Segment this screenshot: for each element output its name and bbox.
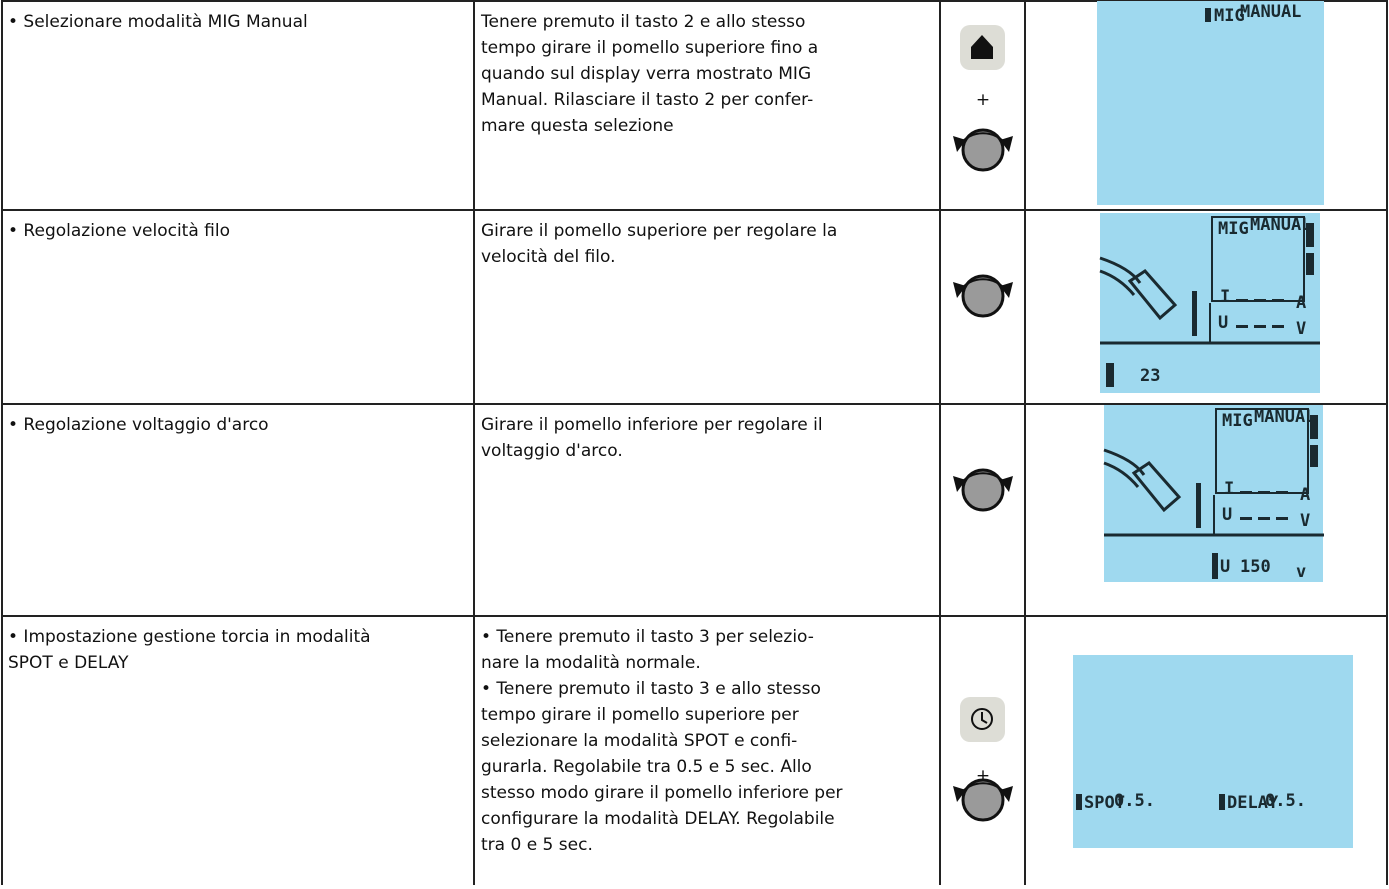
clock-hands xyxy=(981,712,988,724)
arrow-head xyxy=(953,282,966,298)
lcd-text: U xyxy=(1222,505,1232,525)
knob xyxy=(961,778,1005,822)
lcd-text: v xyxy=(1296,562,1306,582)
lcd-screen xyxy=(1073,655,1353,848)
arrow-head xyxy=(1000,136,1013,152)
instruction-text: stesso modo girare il pomello inferiore … xyxy=(481,783,843,803)
lcd-dash xyxy=(1240,491,1252,494)
lcd-text: A xyxy=(1296,293,1306,313)
lcd-dash xyxy=(1272,299,1284,302)
lcd-bar xyxy=(1306,253,1314,275)
arrow-head xyxy=(953,136,966,152)
lcd-text: MIG xyxy=(1222,411,1253,431)
lcd-dash xyxy=(1254,325,1266,328)
lcd-dash xyxy=(1276,491,1288,494)
lcd-text: 23 xyxy=(1140,366,1160,386)
lcd-dash xyxy=(1236,299,1248,302)
lcd-text: U xyxy=(1220,557,1230,577)
lcd-text: I xyxy=(1220,287,1230,307)
lcd-text: V xyxy=(1296,319,1306,339)
lcd-bar xyxy=(1196,483,1201,528)
lcd-bar xyxy=(1310,445,1318,467)
torch xyxy=(1099,256,1178,321)
home-icon xyxy=(971,35,993,59)
clock-icon xyxy=(971,708,993,730)
arrow-head xyxy=(953,476,966,492)
lcd-text: MIG xyxy=(1218,219,1249,239)
lcd-dash xyxy=(1254,299,1266,302)
knob xyxy=(961,128,1005,172)
instruction-text: tempo girare il pomello superiore fino a xyxy=(481,38,818,58)
lcd-indicator xyxy=(1219,794,1225,810)
lcd-indicator xyxy=(1205,8,1211,22)
lcd-bar xyxy=(1192,291,1197,336)
torch xyxy=(1103,448,1182,513)
lcd-text: 0.5. xyxy=(1265,791,1306,811)
lcd-display: MIG MANUAL IU AV 23 xyxy=(1099,213,1320,393)
instruction-text: Manual. Rilasciare il tasto 2 per confer… xyxy=(481,90,813,110)
lcd-dash xyxy=(1272,325,1284,328)
lcd-text: I xyxy=(1224,479,1234,499)
task-text: • Selezionare modalità MIG Manual xyxy=(8,12,308,32)
lcd-text: SPOT xyxy=(1084,793,1125,813)
lcd-text: MANUAL xyxy=(1254,407,1315,427)
instruction-text: tra 0 e 5 sec. xyxy=(481,835,593,855)
lcd-dash xyxy=(1276,517,1288,520)
lcd-dash xyxy=(1258,491,1270,494)
lcd-dash xyxy=(1240,517,1252,520)
instruction-text: • Tenere premuto il tasto 3 per selezio- xyxy=(481,627,814,647)
arrow-head xyxy=(1000,282,1013,298)
instruction-text: gurarla. Regolabile tra 0.5 e 5 sec. All… xyxy=(481,757,812,777)
task-text: SPOT e DELAY xyxy=(8,653,129,673)
instruction-text: quando sul display verra mostrato MIG xyxy=(481,64,811,84)
instruction-text: Girare il pomello inferiore per regolare… xyxy=(481,415,823,435)
lcd-text: 150 xyxy=(1240,557,1271,577)
instruction-text: mare questa selezione xyxy=(481,116,674,136)
lcd-indicator xyxy=(1076,794,1082,810)
lcd-text: MIG xyxy=(1214,6,1245,26)
arrow-head xyxy=(1000,476,1013,492)
lcd-dash xyxy=(1258,517,1270,520)
instruction-text: configurare la modalità DELAY. Regolabil… xyxy=(481,809,835,829)
lcd-bar xyxy=(1310,415,1318,439)
plus-sign: + xyxy=(976,90,990,110)
instruction-text: • Tenere premuto il tasto 3 e allo stess… xyxy=(481,679,821,699)
task-text: • Regolazione voltaggio d'arco xyxy=(8,415,269,435)
instruction-text: tempo girare il pomello superiore per xyxy=(481,705,799,725)
instruction-text: voltaggio d'arco. xyxy=(481,441,623,461)
lcd-text: V xyxy=(1300,511,1310,531)
lcd-text: A xyxy=(1300,485,1310,505)
arrow-head xyxy=(953,786,966,802)
knob xyxy=(961,468,1005,512)
lcd-indicator xyxy=(1212,553,1218,579)
lcd-text: U xyxy=(1218,313,1228,333)
lcd-text: MANUAL xyxy=(1240,2,1301,22)
task-text: • Regolazione velocità filo xyxy=(8,221,230,241)
arrow-head xyxy=(1000,786,1013,802)
plus-sign: + xyxy=(976,766,990,786)
lcd-text: 0.5. xyxy=(1114,791,1155,811)
instruction-text: Girare il pomello superiore per regolare… xyxy=(481,221,837,241)
lcd-indicator xyxy=(1106,363,1114,387)
instruction-text: selezionare la modalità SPOT e confi- xyxy=(481,731,797,751)
lcd-text: DELAY xyxy=(1227,793,1279,813)
lcd-screen xyxy=(1097,1,1324,205)
instruction-text: Tenere premuto il tasto 2 e allo stesso xyxy=(480,12,805,32)
task-text: • Impostazione gestione torcia in modali… xyxy=(8,627,371,647)
instruction-text: nare la modalità normale. xyxy=(481,653,701,673)
lcd-text: MANUAL xyxy=(1250,215,1311,235)
lcd-bar xyxy=(1306,223,1314,247)
knob xyxy=(961,274,1005,318)
lcd-dash xyxy=(1236,325,1248,328)
instruction-text: velocità del filo. xyxy=(481,247,616,267)
